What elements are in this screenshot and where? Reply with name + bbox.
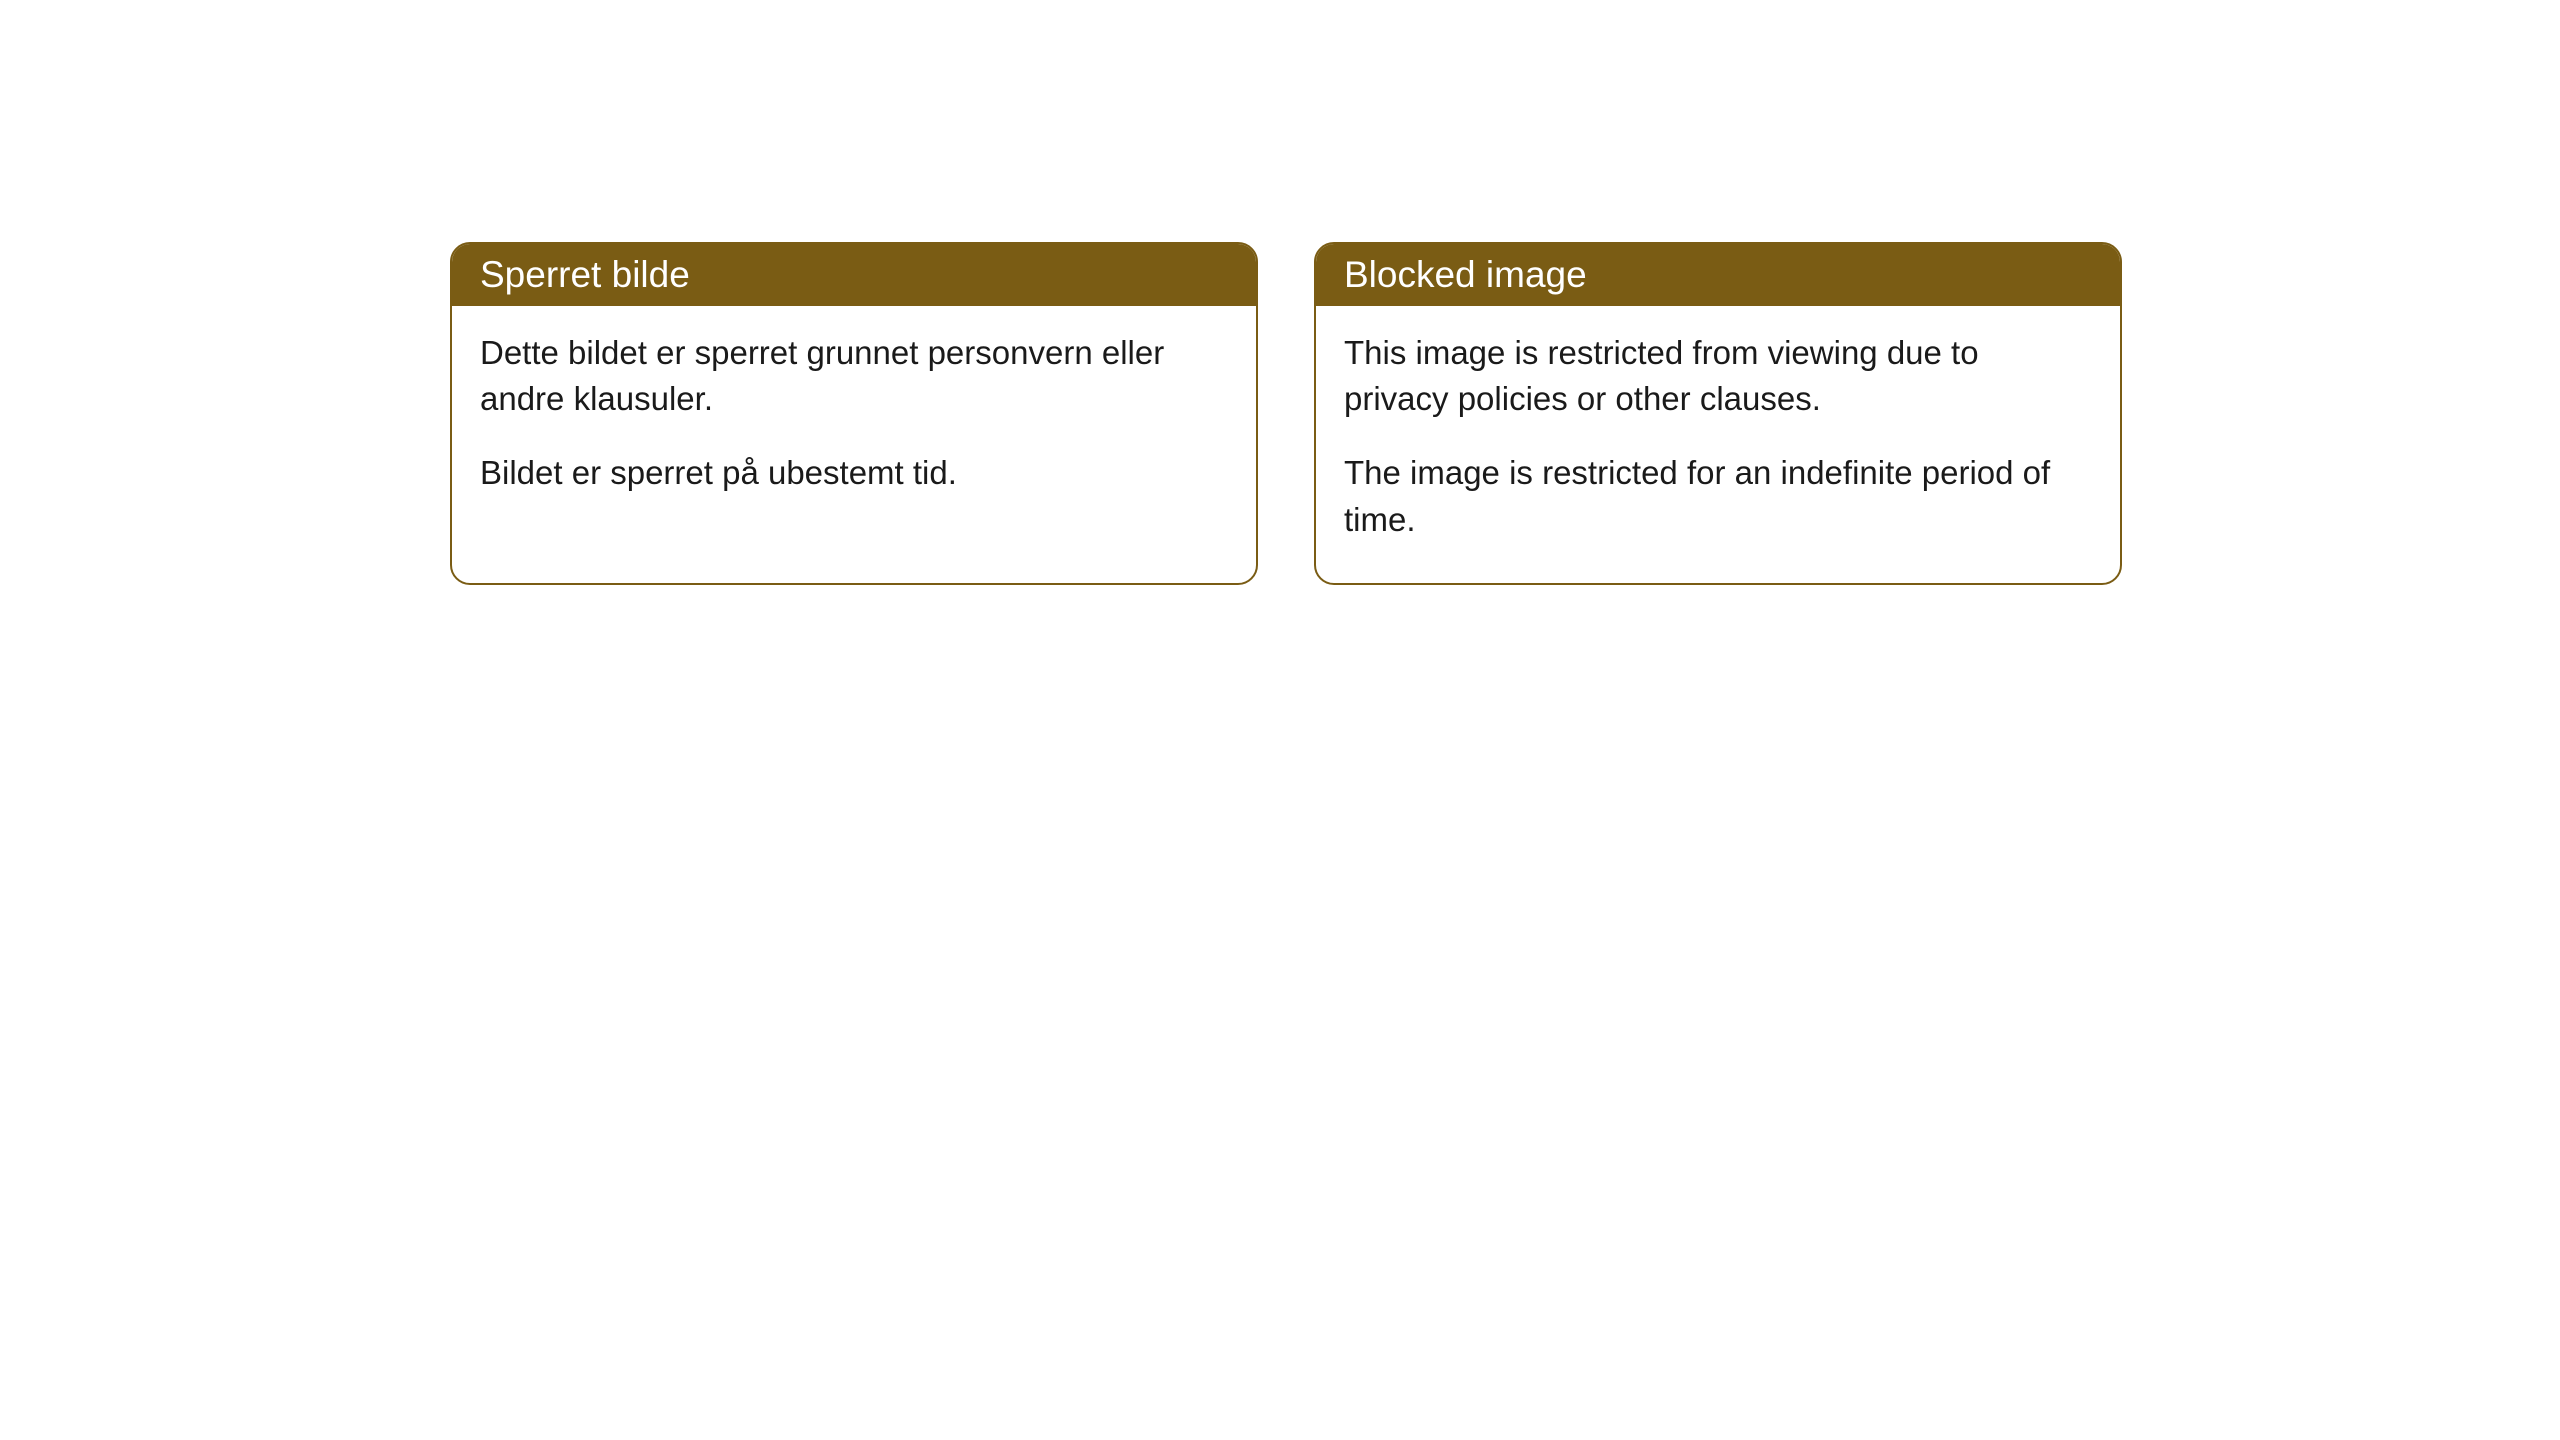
- notice-header-norwegian: Sperret bilde: [452, 244, 1256, 306]
- notice-paragraph: The image is restricted for an indefinit…: [1344, 450, 2092, 542]
- notice-paragraph: Bildet er sperret på ubestemt tid.: [480, 450, 1228, 496]
- notice-header-english: Blocked image: [1316, 244, 2120, 306]
- notice-card-english: Blocked image This image is restricted f…: [1314, 242, 2122, 585]
- notice-body-norwegian: Dette bildet er sperret grunnet personve…: [452, 306, 1256, 537]
- notice-container: Sperret bilde Dette bildet er sperret gr…: [0, 0, 2560, 585]
- notice-card-norwegian: Sperret bilde Dette bildet er sperret gr…: [450, 242, 1258, 585]
- notice-paragraph: This image is restricted from viewing du…: [1344, 330, 2092, 422]
- notice-body-english: This image is restricted from viewing du…: [1316, 306, 2120, 583]
- notice-paragraph: Dette bildet er sperret grunnet personve…: [480, 330, 1228, 422]
